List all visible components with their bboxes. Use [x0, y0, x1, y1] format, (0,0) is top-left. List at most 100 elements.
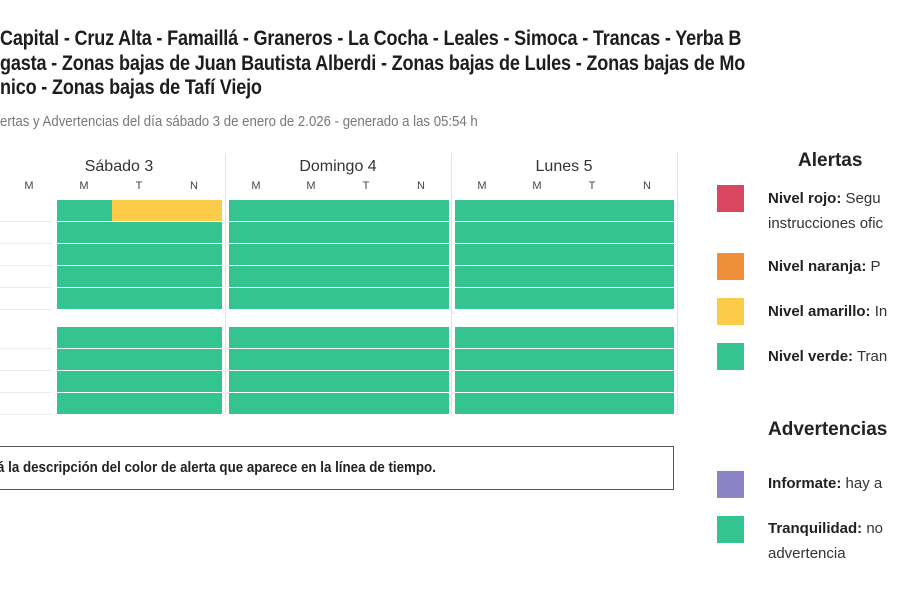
slot-label: N — [417, 180, 425, 192]
row-divider — [0, 370, 52, 371]
alert-cell-verde — [339, 288, 394, 309]
alert-cell-verde — [167, 393, 222, 414]
alert-cell-verde — [57, 222, 112, 243]
alert-cell-verde — [167, 222, 222, 243]
alert-cell-verde — [57, 371, 112, 392]
legend-amarillo: Nivel amarillo: In — [768, 299, 887, 324]
alert-cell-verde — [167, 327, 222, 348]
legend-tranquilidad: Tranquilidad: no advertencia — [768, 516, 883, 566]
slot-label: M — [24, 180, 34, 192]
alert-cell-verde — [339, 222, 394, 243]
alert-cell-verde — [510, 371, 565, 392]
alert-cell-verde — [620, 244, 674, 265]
alert-cell-verde — [394, 327, 449, 348]
alert-cell-verde — [339, 349, 394, 370]
alert-cell-verde — [394, 288, 449, 309]
alert-cell-verde — [565, 244, 620, 265]
alert-cell-verde — [565, 393, 620, 414]
legend-verde: Nivel verde: Tran — [768, 344, 887, 369]
slot-label: M — [532, 180, 542, 192]
row-divider — [0, 348, 52, 349]
color-description-text: á la descripción del color de alerta que… — [0, 460, 436, 476]
alert-cell-verde — [229, 371, 284, 392]
title-line-2: gasta - Zonas bajas de Juan Bautista Alb… — [0, 52, 746, 75]
alert-cell-verde — [57, 244, 112, 265]
alert-cell-verde — [565, 327, 620, 348]
day-header-lunes: Lunes 5 — [535, 158, 593, 175]
alert-cell-verde — [455, 393, 510, 414]
alert-cell-verde — [455, 200, 510, 221]
day-divider — [225, 153, 226, 415]
alert-cell-verde — [510, 222, 565, 243]
alert-cell-verde — [284, 266, 339, 287]
alert-cell-verde — [229, 349, 284, 370]
alert-cell-verde — [284, 393, 339, 414]
alert-cell-verde — [284, 200, 339, 221]
alert-cell-verde — [57, 266, 112, 287]
legend-informate: Informate: hay a — [768, 471, 882, 496]
alert-cell-verde — [455, 222, 510, 243]
alert-cell-verde — [284, 288, 339, 309]
alert-cell-verde — [229, 393, 284, 414]
alert-cell-verde — [284, 371, 339, 392]
row-divider — [0, 414, 52, 415]
alert-cell-verde — [112, 371, 167, 392]
alert-cell-verde — [167, 371, 222, 392]
alert-cell-verde — [229, 200, 284, 221]
alert-cell-verde — [229, 244, 284, 265]
alert-cell-verde — [339, 244, 394, 265]
alert-cell-verde — [284, 244, 339, 265]
alert-cell-verde — [510, 266, 565, 287]
alert-cell-verde — [510, 288, 565, 309]
alert-cell-verde — [620, 288, 674, 309]
yellow-swatch — [717, 298, 744, 325]
alert-cell-verde — [57, 200, 112, 221]
alert-cell-verde — [394, 349, 449, 370]
orange-swatch — [717, 253, 744, 280]
alert-cell-verde — [394, 393, 449, 414]
alert-cell-verde — [620, 327, 674, 348]
alert-cell-verde — [339, 266, 394, 287]
title-line-3: nico - Zonas bajas de Tafí Viejo — [0, 76, 262, 99]
alert-cell-verde — [455, 327, 510, 348]
legend-verde-name: Nivel verde: — [768, 348, 854, 365]
alert-cell-verde — [565, 222, 620, 243]
row-divider — [0, 243, 52, 244]
legend-verde-text: Tran — [856, 348, 888, 365]
row-divider — [0, 221, 52, 222]
alert-cell-verde — [57, 327, 112, 348]
alert-cell-verde — [565, 288, 620, 309]
legend-rojo-text: Segu — [845, 190, 881, 207]
alert-cell-verde — [510, 393, 565, 414]
alert-cell-amarillo — [167, 200, 222, 221]
alert-cell-verde — [112, 244, 167, 265]
day-header-domingo: Domingo 4 — [299, 158, 377, 175]
alert-cell-verde — [394, 371, 449, 392]
legend-naranja-text: P — [870, 258, 881, 275]
slot-label: T — [135, 180, 143, 192]
legend-tranquilidad-text: no — [866, 520, 884, 537]
row-divider — [0, 265, 52, 266]
alert-cell-verde — [229, 222, 284, 243]
alert-cell-verde — [565, 266, 620, 287]
alert-cell-verde — [394, 200, 449, 221]
legend-rojo-name: Nivel rojo: — [768, 190, 842, 207]
slot-label: T — [588, 180, 596, 192]
purple-swatch — [717, 471, 744, 498]
slot-label: M — [251, 180, 261, 192]
alert-cell-verde — [284, 349, 339, 370]
alert-cell-verde — [112, 222, 167, 243]
alert-cell-verde — [167, 266, 222, 287]
color-description-box: á la descripción del color de alerta que… — [0, 446, 674, 490]
day-header-sabado: Sábado 3 — [84, 158, 154, 175]
alert-cell-verde — [57, 393, 112, 414]
alert-cell-verde — [455, 288, 510, 309]
slot-label: M — [477, 180, 487, 192]
day-divider — [451, 153, 452, 415]
alert-cell-verde — [112, 288, 167, 309]
green-swatch — [717, 516, 744, 543]
alert-cell-verde — [229, 327, 284, 348]
alert-cell-verde — [229, 288, 284, 309]
legend-informate-text: hay a — [845, 475, 883, 492]
legend-naranja: Nivel naranja: P — [768, 254, 881, 279]
